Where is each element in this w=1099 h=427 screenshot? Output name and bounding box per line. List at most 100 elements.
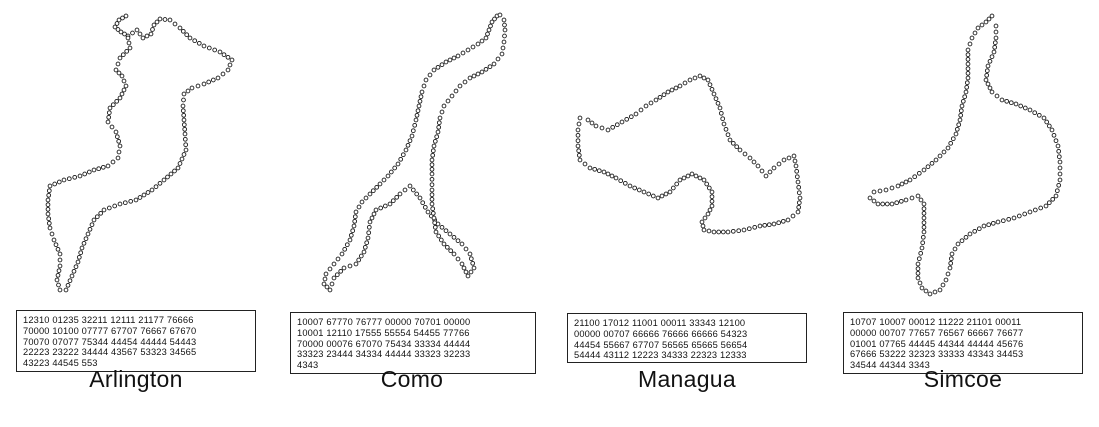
outline-point	[429, 157, 435, 163]
outline-point	[119, 73, 125, 79]
code-box-simcoe: 10707 10007 00012 11222 21101 00011 00000…	[843, 312, 1083, 374]
outline-point	[327, 287, 333, 293]
outline-point	[352, 214, 358, 220]
outline-point	[920, 234, 926, 240]
outline-point	[419, 89, 425, 95]
outline-point	[468, 256, 474, 262]
outline-point	[364, 240, 370, 246]
outline-point	[895, 183, 901, 189]
outline-point	[720, 229, 726, 235]
outline-point	[66, 176, 72, 182]
outline-point	[57, 263, 63, 269]
outline-point	[957, 117, 963, 123]
outline-point	[52, 181, 58, 187]
code-line: 4343	[297, 360, 319, 371]
outline-point	[451, 55, 457, 61]
outline-point	[369, 215, 375, 221]
outline-point	[76, 254, 82, 260]
outline-point	[965, 66, 971, 72]
outline-point	[624, 116, 630, 122]
outline-point	[1022, 105, 1028, 111]
outline-point	[889, 185, 895, 191]
outline-point	[430, 148, 436, 154]
outline-point	[439, 62, 445, 68]
outline-point	[959, 238, 965, 244]
outline-point	[965, 61, 971, 67]
outline-point	[903, 197, 909, 203]
outline-point	[177, 25, 183, 31]
outline-point	[403, 147, 409, 153]
outline-point	[705, 211, 711, 217]
outline-point	[991, 49, 997, 55]
outline-point	[69, 273, 75, 279]
outline-point	[875, 201, 881, 207]
outline-point	[49, 231, 55, 237]
outline-point	[958, 112, 964, 118]
outline-point	[429, 201, 435, 207]
outline-point	[150, 27, 155, 32]
outline-point	[921, 210, 927, 216]
outline-point	[909, 195, 915, 201]
outline-point	[107, 105, 113, 111]
outline-point	[181, 112, 187, 118]
outline-point	[57, 257, 63, 263]
outline-point	[436, 233, 442, 239]
outline-point	[1041, 115, 1047, 121]
outline-point	[154, 19, 160, 25]
outline-point	[120, 52, 126, 58]
outline-point	[91, 217, 97, 223]
outline-point	[409, 133, 415, 139]
outline-point	[430, 210, 436, 216]
outline-point	[435, 129, 441, 135]
outline-point	[180, 28, 186, 34]
outline-point	[965, 47, 971, 53]
outline-point	[443, 59, 449, 65]
outline-point	[121, 87, 127, 93]
outline-point	[794, 168, 800, 174]
code-line: 10707 10007 00012 11222 21101 00011	[850, 317, 1022, 327]
outline-point	[105, 119, 111, 125]
outline-point	[576, 152, 582, 158]
outline-point	[79, 245, 85, 251]
outline-point	[444, 244, 450, 250]
outline-point	[785, 217, 791, 223]
outline-point	[56, 268, 62, 274]
outline-point	[1046, 123, 1052, 129]
outline-point	[331, 261, 337, 267]
outline-point	[716, 229, 722, 235]
outline-point	[467, 75, 473, 81]
outline-point	[323, 271, 329, 277]
outline-point	[622, 180, 628, 186]
outline-point	[952, 246, 958, 252]
outline-point	[796, 184, 802, 190]
outline-point	[918, 197, 924, 203]
outline-point	[948, 140, 954, 146]
outline-point	[116, 70, 122, 76]
outline-point	[605, 127, 611, 133]
outline-point	[492, 16, 497, 22]
outline-point	[987, 58, 993, 64]
outline-point	[791, 153, 797, 159]
outline-point	[1011, 215, 1017, 221]
outline-point	[201, 43, 207, 49]
outline-point	[145, 190, 151, 195]
outline-point	[596, 168, 602, 174]
outline-point	[45, 206, 51, 212]
outline-point	[85, 231, 91, 237]
outline-point	[128, 198, 134, 204]
outline-point	[465, 47, 471, 53]
outline-point	[619, 119, 625, 125]
outline-point	[329, 281, 335, 287]
outline-point	[499, 51, 505, 57]
outline-point	[75, 259, 81, 265]
caption-managua: Managua	[637, 366, 736, 392]
outline-point	[400, 152, 406, 158]
outline-point	[486, 27, 492, 33]
outline-point	[78, 250, 84, 256]
outline-point	[187, 35, 193, 41]
outline-point	[114, 134, 120, 140]
outline-point	[912, 174, 918, 180]
outline-point	[455, 256, 461, 262]
outline-point	[1046, 200, 1052, 206]
outline-point	[153, 184, 159, 190]
